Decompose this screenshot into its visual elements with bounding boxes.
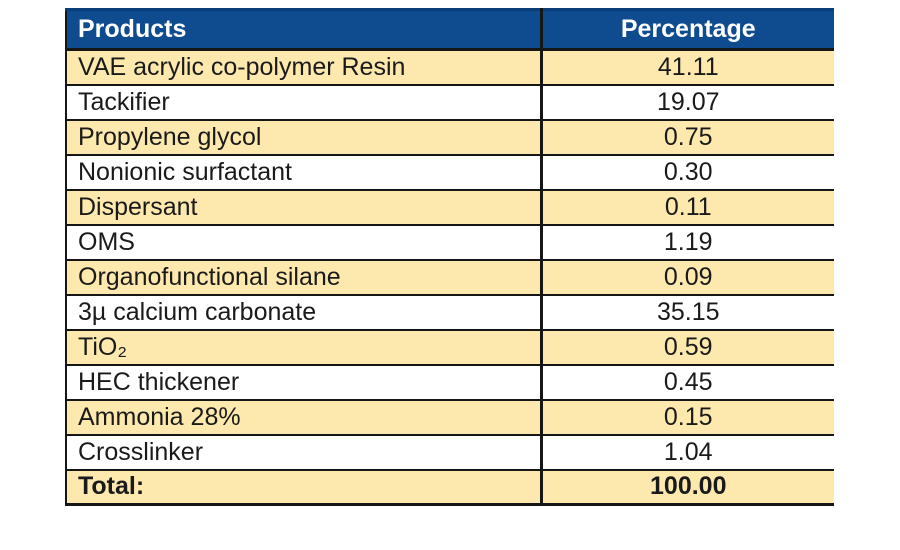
table-row: HEC thickener 0.45 bbox=[66, 364, 834, 401]
percentage-cell: 41.11 bbox=[541, 49, 834, 86]
table-header: Products Percentage bbox=[66, 8, 834, 51]
column-header-percentage: Percentage bbox=[541, 8, 834, 51]
product-cell: 3µ calcium carbonate bbox=[66, 294, 543, 331]
product-cell: HEC thickener bbox=[66, 364, 543, 401]
formulation-table: Products Percentage VAE acrylic co-polym… bbox=[65, 8, 834, 506]
percentage-cell: 0.59 bbox=[541, 329, 834, 366]
column-header-products: Products bbox=[66, 8, 543, 51]
percentage-cell: 1.19 bbox=[541, 224, 834, 261]
table-row: 3µ calcium carbonate 35.15 bbox=[66, 294, 834, 331]
percentage-cell: 0.15 bbox=[541, 399, 834, 436]
table-row: Tackifier 19.07 bbox=[66, 84, 834, 121]
percentage-cell: 1.04 bbox=[541, 434, 834, 471]
table-row: Dispersant 0.11 bbox=[66, 189, 834, 226]
total-value-cell: 100.00 bbox=[541, 469, 834, 506]
table-row: Crosslinker 1.04 bbox=[66, 434, 834, 471]
product-cell: Tackifier bbox=[66, 84, 543, 121]
product-cell: Nonionic surfactant bbox=[66, 154, 543, 191]
percentage-cell: 0.30 bbox=[541, 154, 834, 191]
percentage-cell: 19.07 bbox=[541, 84, 834, 121]
table-row: Organofunctional silane 0.09 bbox=[66, 259, 834, 296]
formulation-table-container: Products Percentage VAE acrylic co-polym… bbox=[65, 8, 834, 506]
product-cell: Propylene glycol bbox=[66, 119, 543, 156]
percentage-cell: 0.09 bbox=[541, 259, 834, 296]
product-cell: OMS bbox=[66, 224, 543, 261]
product-cell: TiO₂ bbox=[66, 329, 543, 366]
product-cell: VAE acrylic co-polymer Resin bbox=[66, 49, 543, 86]
table-row: OMS 1.19 bbox=[66, 224, 834, 261]
percentage-cell: 0.11 bbox=[541, 189, 834, 226]
product-cell: Dispersant bbox=[66, 189, 543, 226]
product-cell: Crosslinker bbox=[66, 434, 543, 471]
percentage-cell: 0.45 bbox=[541, 364, 834, 401]
header-row: Products Percentage bbox=[66, 8, 834, 51]
product-cell: Organofunctional silane bbox=[66, 259, 543, 296]
table-row: Propylene glycol 0.75 bbox=[66, 119, 834, 156]
total-row: Total: 100.00 bbox=[66, 469, 834, 506]
table-row: TiO₂ 0.59 bbox=[66, 329, 834, 366]
total-label-cell: Total: bbox=[66, 469, 543, 506]
table-row: Ammonia 28% 0.15 bbox=[66, 399, 834, 436]
table-body: VAE acrylic co-polymer Resin 41.11 Tacki… bbox=[66, 49, 834, 506]
product-cell: Ammonia 28% bbox=[66, 399, 543, 436]
table-row: VAE acrylic co-polymer Resin 41.11 bbox=[66, 49, 834, 86]
percentage-cell: 0.75 bbox=[541, 119, 834, 156]
percentage-cell: 35.15 bbox=[541, 294, 834, 331]
table-row: Nonionic surfactant 0.30 bbox=[66, 154, 834, 191]
